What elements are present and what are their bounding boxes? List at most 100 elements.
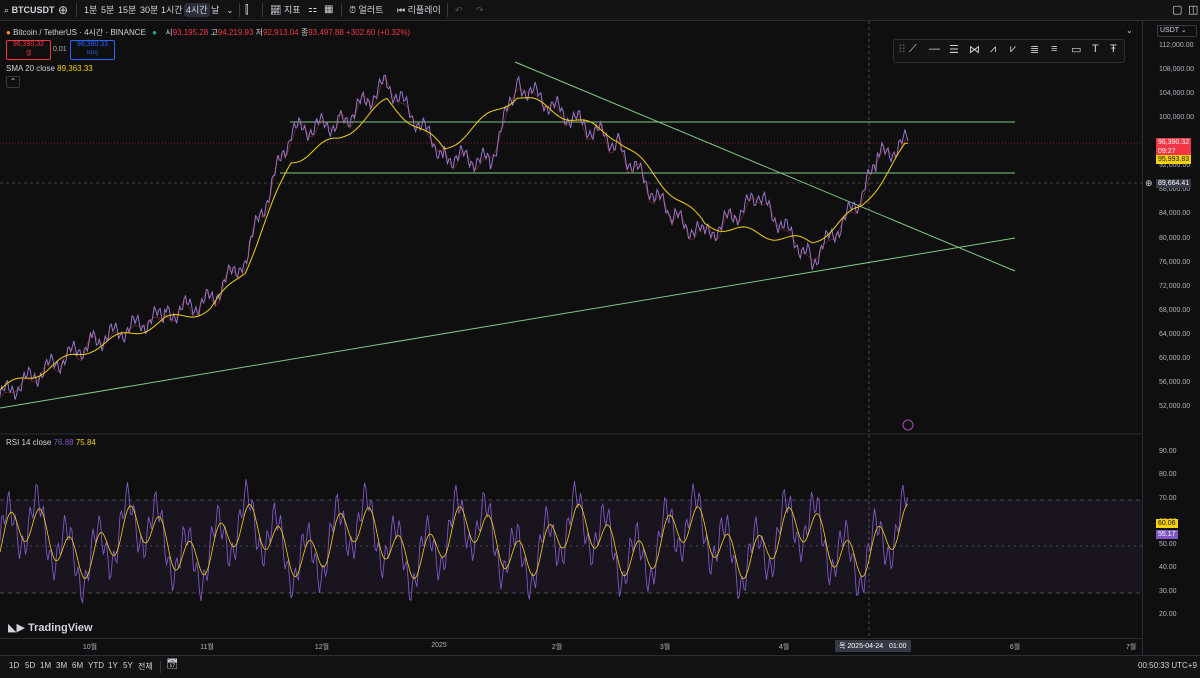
sma-legend[interactable]: SMA 20 close 89,363.33: [6, 64, 93, 73]
interval-dropdown-icon[interactable]: ⌄: [226, 5, 234, 15]
tradingview-logo-text: TradingView: [27, 622, 93, 634]
high-value: 94,219.93: [217, 28, 254, 37]
divider: [160, 661, 161, 673]
snapshot-icon[interactable]: ◫: [1188, 4, 1199, 16]
interval-day[interactable]: 날: [211, 5, 220, 15]
sma-line: [0, 97, 908, 391]
chevron-down-icon[interactable]: ⌄: [1126, 26, 1133, 35]
price-tick-label: 88,000.00: [1159, 186, 1191, 194]
price-tick-label: 100,000.00: [1159, 114, 1195, 122]
market-open-dot: ●: [152, 28, 157, 37]
rsi-legend[interactable]: RSI 14 close 76.88 75.84: [6, 438, 96, 447]
pitchfork-icon[interactable]: ⋈: [969, 44, 980, 56]
trendline-tool-icon[interactable]: ⟋: [909, 43, 917, 55]
sell-button[interactable]: 96,390.32 셀: [6, 40, 51, 60]
layout-grid-icon[interactable]: ⚏: [308, 4, 317, 15]
price-tick-label: 52,000.00: [1159, 403, 1191, 410]
range-5d[interactable]: 5D: [25, 661, 36, 670]
low-label: 저: [255, 28, 264, 37]
fib-extension-icon[interactable]: ≡: [1051, 43, 1058, 55]
interval-1h[interactable]: 1시간: [161, 5, 183, 15]
add-alert-plus-icon[interactable]: ⊕: [1145, 178, 1153, 188]
buy-button[interactable]: 96,390.33 바이: [70, 40, 115, 60]
tradingview-logo-icon: ◣▶: [8, 622, 25, 634]
symbol-search[interactable]: ⌕ BTCUSDT: [4, 3, 55, 17]
candle-style-icon[interactable]: ⫿: [245, 4, 249, 16]
interval-15m[interactable]: 15분: [118, 5, 137, 15]
symbol-legend[interactable]: ● Bitcoin / TetherUS · 4시간 · BINANCE ● 시…: [6, 27, 410, 38]
range-1d[interactable]: 1D: [9, 661, 20, 670]
close-value: 93,497.88: [308, 28, 344, 37]
price-tick-label: 84,000.00: [1159, 210, 1191, 218]
pattern-icon[interactable]: ⩘: [990, 43, 997, 55]
interval-5m[interactable]: 5분: [101, 5, 115, 15]
parallel-channel-icon[interactable]: ☰: [949, 44, 959, 56]
collapse-legend-icon[interactable]: ⌃: [6, 76, 20, 88]
range-1y[interactable]: 1Y: [108, 661, 118, 670]
candle-countdown: 09:27: [1158, 148, 1176, 155]
spread-value: 0.01: [53, 46, 67, 53]
sell-price: 96,390.32: [12, 41, 45, 48]
time-tick-label: 11월: [200, 644, 214, 651]
date-range-icon[interactable]: 📅︎: [166, 659, 179, 670]
currency-selector[interactable]: USDT ⌄: [1157, 25, 1197, 37]
rectangle-tool-icon[interactable]: ▭: [1071, 44, 1082, 56]
ray-tool-icon[interactable]: —: [929, 43, 940, 55]
replay-button[interactable]: ⏮︎ 리플레이: [397, 3, 441, 17]
tradingview-logo[interactable]: ◣▶ TradingView: [8, 621, 93, 634]
compare-add-icon[interactable]: ⊕: [58, 3, 69, 17]
text-tool-icon[interactable]: T: [1092, 43, 1099, 55]
text-format-icon[interactable]: Ŧ: [1110, 43, 1117, 55]
replay-label: 리플레이: [407, 5, 441, 15]
current-price-tag: 96,390.32 09:27: [1156, 138, 1192, 156]
drawing-toolbar: ⠿ ⟋ — ☰ ⋈ ⩘ ⩗ ≣ ≡ ▭ T Ŧ: [893, 39, 1125, 63]
top-toolbar: ⌕ BTCUSDT ⊕ 1분 5분 15분 30분 1시간 4시간 날 ⌄ ⫿ …: [0, 0, 1200, 21]
search-icon: ⌕: [4, 5, 10, 15]
indicators-button[interactable]: 📈︎ 지표: [270, 3, 301, 17]
time-tick-label: 2025: [431, 642, 447, 649]
fullscreen-icon[interactable]: ▢: [1172, 4, 1183, 16]
rsi-value-tag: 60.06: [1156, 519, 1178, 528]
time-tick-label: 6월: [1009, 644, 1021, 651]
rsi-tick-label: 90.00: [1159, 448, 1177, 455]
redo-icon[interactable]: ↷: [476, 5, 484, 15]
time-tick-label: 4월: [778, 644, 790, 651]
time-scale[interactable]: [0, 638, 1142, 656]
interval-1m[interactable]: 1분: [84, 5, 98, 15]
rsi-tick-label: 20.00: [1159, 611, 1177, 618]
rsi-ma-tag: 55.17: [1156, 530, 1178, 539]
buy-price: 96,390.33: [76, 41, 109, 48]
templates-icon[interactable]: ▦: [324, 4, 334, 15]
price-scale[interactable]: [1142, 21, 1200, 655]
range-1m[interactable]: 1M: [40, 661, 52, 670]
drag-handle-icon[interactable]: ⠿: [898, 44, 907, 56]
range-3m[interactable]: 3M: [56, 661, 68, 670]
alarm-clock-icon: ⏰︎: [349, 5, 357, 15]
price-chart[interactable]: [0, 21, 1142, 638]
alert-button[interactable]: ⏰︎ 얼러트: [349, 3, 383, 17]
range-6m[interactable]: 6M: [72, 661, 84, 670]
elliott-wave-icon[interactable]: ⩗: [1010, 43, 1017, 55]
chevron-down-icon: ⌄: [1180, 27, 1187, 34]
legend-title: Bitcoin / TetherUS · 4시간 · BINANCE: [13, 28, 146, 37]
range-ytd[interactable]: YTD: [88, 661, 104, 670]
replay-icon: ⏮︎: [397, 5, 406, 15]
rsi-value: 76.88: [53, 438, 74, 447]
change-value: +302.60 (+0.32%): [346, 28, 411, 37]
rsi-tick-label: 50.00: [1159, 541, 1177, 549]
bitcoin-logo-icon: ●: [6, 28, 11, 37]
clock[interactable]: 00:50:33 UTC+9: [1138, 661, 1197, 670]
rsi-tick-label: 70.00: [1159, 494, 1177, 502]
fib-retracement-icon[interactable]: ≣: [1030, 44, 1040, 56]
rsi-tick-label: 40.00: [1159, 564, 1177, 572]
interval-30m[interactable]: 30분: [140, 5, 159, 15]
range-5y[interactable]: 5Y: [123, 661, 133, 670]
time-tick-label: 2월: [551, 644, 563, 651]
high-label: 고: [210, 28, 218, 37]
range-all[interactable]: 전체: [138, 662, 153, 671]
sell-label: 셀: [25, 51, 32, 57]
price-tick-label: 72,000.00: [1159, 282, 1191, 290]
sma-label: SMA 20 close: [6, 64, 55, 73]
interval-4h[interactable]: 4시간: [184, 3, 210, 17]
undo-icon[interactable]: ↶: [455, 5, 463, 15]
